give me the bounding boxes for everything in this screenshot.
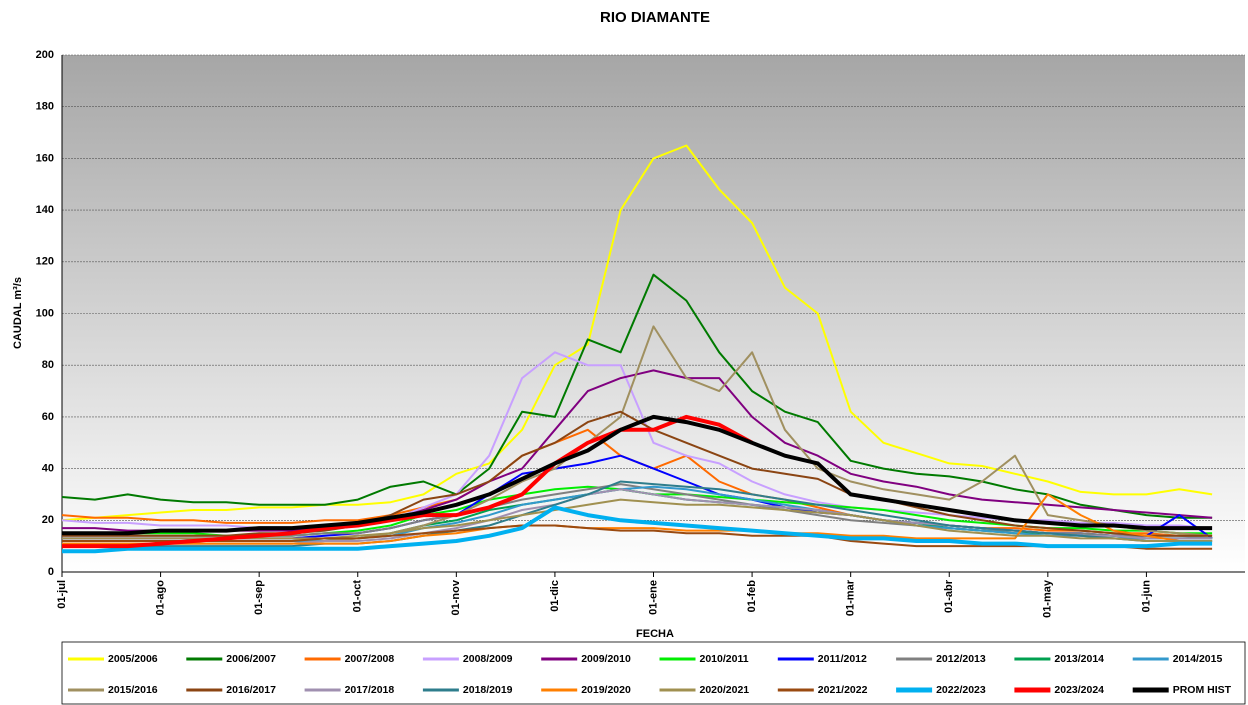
x-tick-label: 01-sep (253, 580, 265, 615)
x-tick-label: 01-feb (746, 580, 758, 613)
legend-label: 2005/2006 (108, 653, 158, 665)
y-tick-label: 120 (36, 256, 54, 268)
x-tick-label: 01-abr (943, 579, 955, 613)
legend-label: 2019/2020 (581, 684, 631, 696)
x-tick-label: 01-may (1042, 579, 1054, 618)
y-tick-label: 80 (42, 359, 54, 371)
legend-label: 2020/2021 (700, 684, 750, 696)
y-tick-label: 180 (36, 101, 54, 113)
y-tick-label: 20 (42, 514, 54, 526)
legend-label: 2017/2018 (345, 684, 395, 696)
legend-label: 2022/2023 (936, 684, 986, 696)
legend-label: 2010/2011 (700, 653, 749, 665)
legend-label: 2008/2009 (463, 653, 513, 665)
legend-label: 2011/2012 (818, 653, 867, 665)
x-tick-label: 01-jul (56, 580, 68, 609)
legend-label: 2007/2008 (345, 653, 395, 665)
x-axis-label: FECHA (636, 628, 674, 640)
legend-box (61, 641, 1246, 705)
legend-label: 2023/2024 (1054, 684, 1104, 696)
y-tick-label: 140 (36, 204, 54, 216)
y-tick-label: 200 (36, 49, 54, 61)
legend-label: 2018/2019 (463, 684, 513, 696)
legend-label: 2016/2017 (226, 684, 276, 696)
legend-label: PROM HIST (1173, 684, 1232, 696)
y-tick-label: 0 (48, 566, 54, 578)
legend-label: 2015/2016 (108, 684, 158, 696)
series-line (62, 414, 1213, 536)
legend-label: 2006/2007 (226, 653, 276, 665)
legend-label: 2012/2013 (936, 653, 986, 665)
series-line (62, 505, 1213, 554)
series-line (62, 498, 1213, 542)
series-line (62, 410, 1213, 537)
series-line (62, 524, 1213, 550)
legend-label: 2021/2022 (818, 684, 868, 696)
legend-label: 2013/2014 (1054, 653, 1104, 665)
series-line (61, 273, 1213, 519)
chart-title: RIO DIAMANTE (600, 9, 710, 26)
legend-label: 2014/2015 (1173, 653, 1223, 665)
x-tick-label: 01-mar (845, 579, 857, 616)
y-tick-label: 40 (42, 463, 54, 475)
y-tick-label: 160 (36, 152, 54, 164)
series-line (61, 144, 1213, 522)
x-tick-label: 01-dic (549, 580, 561, 612)
y-axis-label: CAUDAL m³/s (12, 277, 24, 349)
x-tick-label: 01-jun (1140, 580, 1152, 613)
y-tick-label: 100 (36, 307, 54, 319)
x-tick-label: 01-oct (352, 580, 364, 613)
series-line (62, 414, 754, 549)
x-tick-label: 01-ago (154, 580, 166, 616)
x-tick-label: 01-nov (450, 579, 462, 615)
legend-label: 2009/2010 (581, 653, 631, 665)
series-line (62, 493, 1213, 545)
x-tick-label: 01-ene (647, 580, 659, 615)
y-tick-label: 60 (42, 411, 54, 423)
